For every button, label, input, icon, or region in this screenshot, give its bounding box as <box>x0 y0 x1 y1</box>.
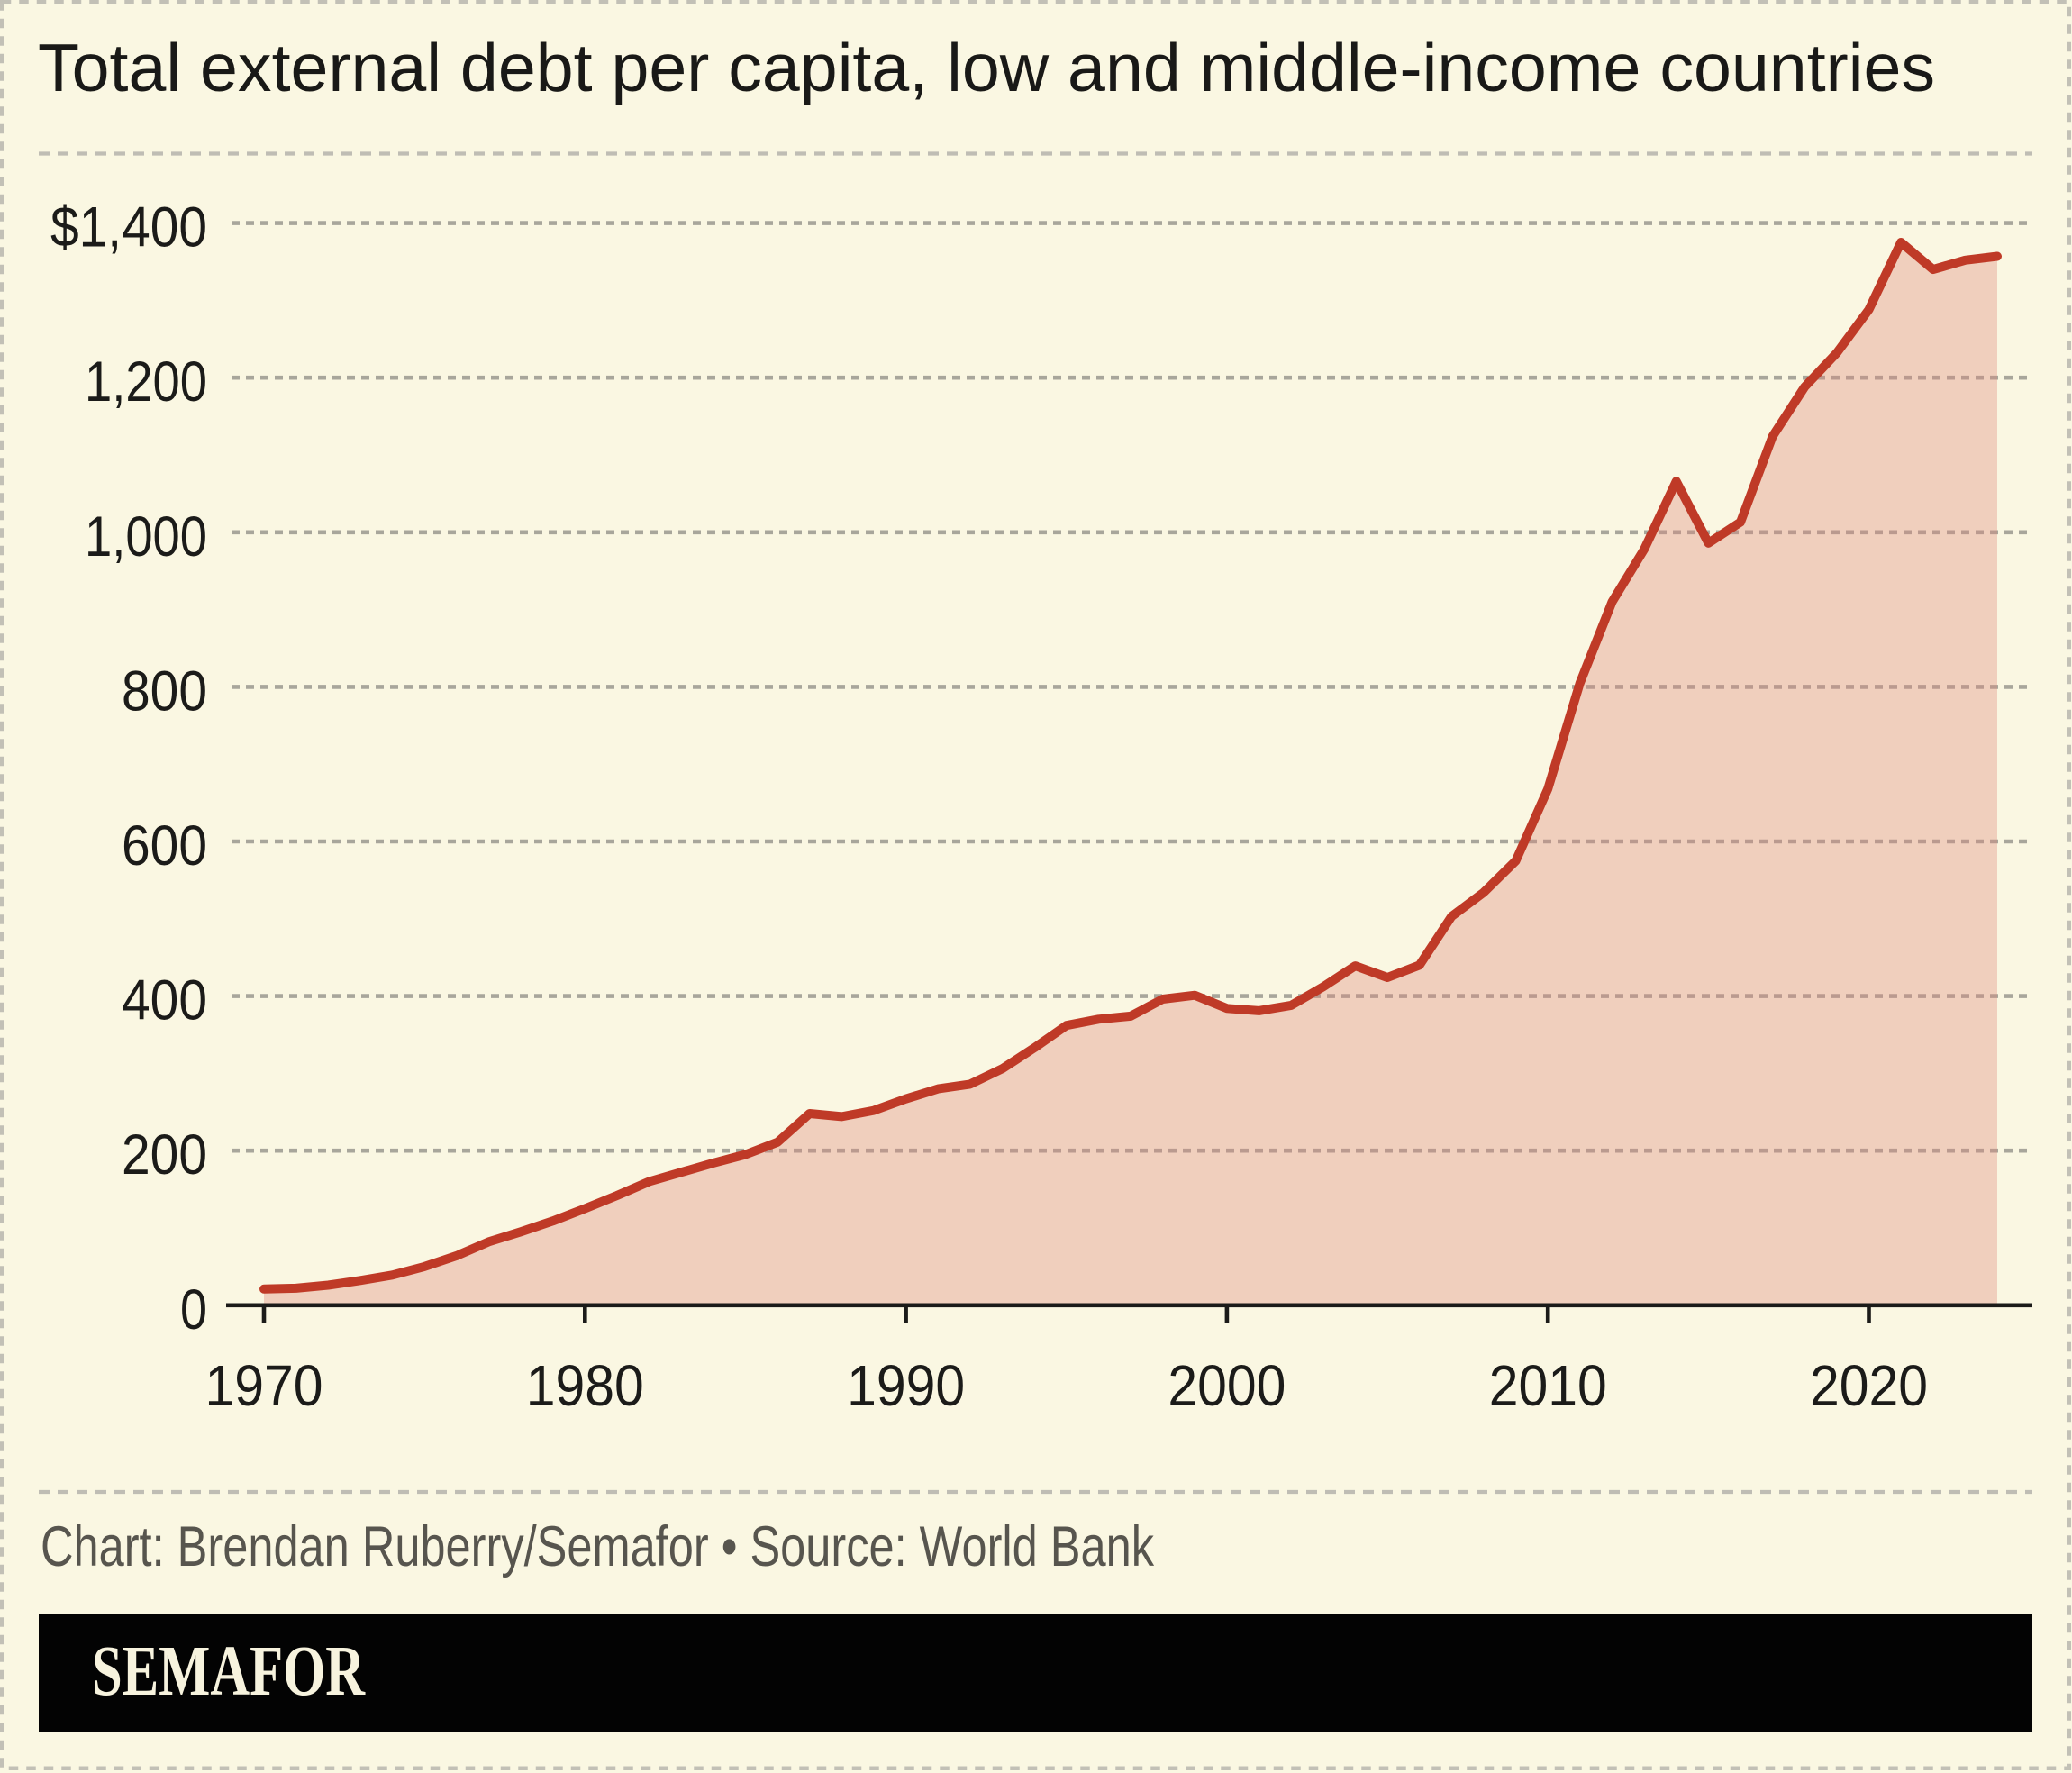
svg-text:Chart: Brendan Ruberry/Semafor: Chart: Brendan Ruberry/Semafor • Source:… <box>41 1515 1154 1578</box>
svg-text:1980: 1980 <box>526 1353 644 1418</box>
svg-text:0: 0 <box>180 1278 207 1341</box>
svg-text:600: 600 <box>122 814 207 877</box>
svg-text:1,000: 1,000 <box>85 505 207 568</box>
svg-text:SEMAFOR: SEMAFOR <box>92 1632 366 1711</box>
svg-text:2000: 2000 <box>1168 1353 1286 1418</box>
svg-text:2010: 2010 <box>1489 1353 1607 1418</box>
svg-text:200: 200 <box>122 1123 207 1187</box>
svg-text:2020: 2020 <box>1810 1353 1928 1418</box>
svg-text:$1,400: $1,400 <box>50 196 207 259</box>
svg-text:400: 400 <box>122 969 207 1032</box>
svg-text:Total external debt per capita: Total external debt per capita, low and … <box>38 30 1935 105</box>
svg-text:1,200: 1,200 <box>85 350 207 414</box>
svg-text:1970: 1970 <box>205 1353 323 1418</box>
svg-text:800: 800 <box>122 659 207 723</box>
svg-text:1990: 1990 <box>847 1353 965 1418</box>
